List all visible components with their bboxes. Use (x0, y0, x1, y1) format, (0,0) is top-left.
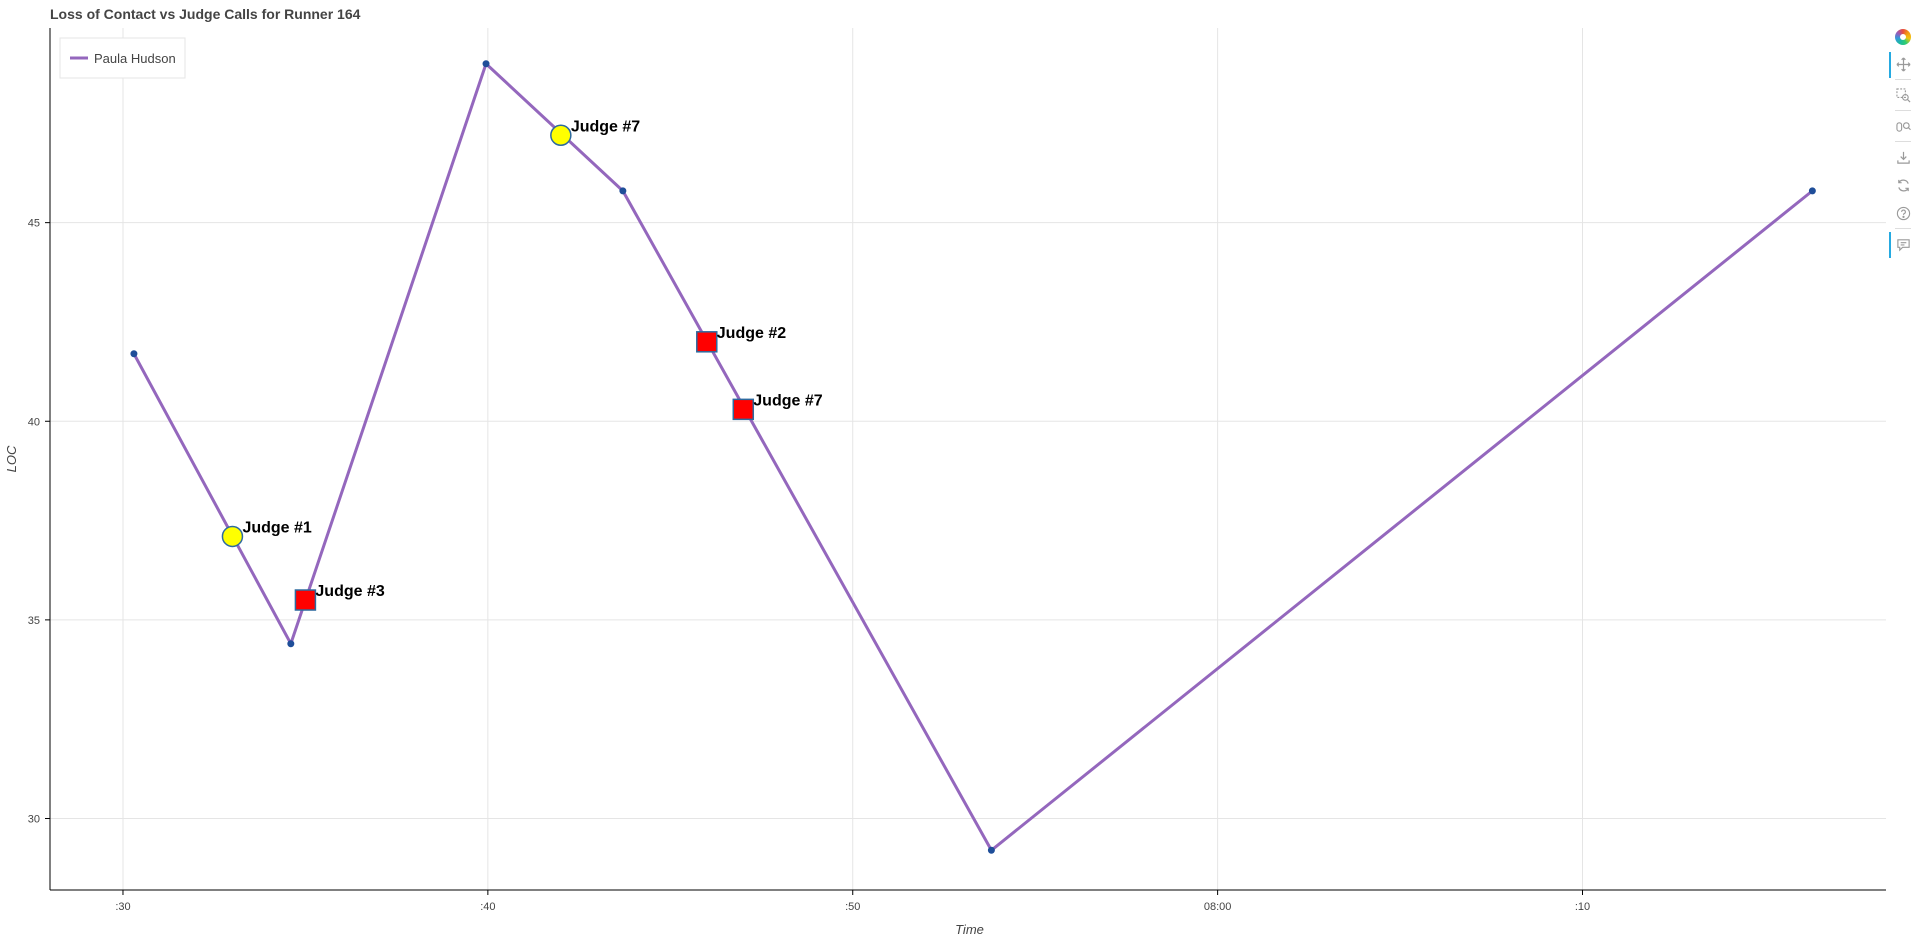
data-point[interactable] (987, 846, 995, 854)
y-tick-label: 35 (28, 615, 40, 627)
judge-call-square-marker[interactable] (294, 589, 317, 611)
x-tick-label: :50 (845, 901, 860, 913)
judge-call-label: Judge #2 (717, 325, 786, 342)
x-tick-label: :10 (1575, 901, 1590, 913)
y-tick-label: 45 (28, 218, 40, 230)
judge-call-circle-marker[interactable] (221, 525, 244, 548)
x-tick-label: 08:00 (1204, 901, 1232, 913)
data-point[interactable] (1808, 187, 1816, 195)
judge-call-label: Judge #1 (242, 519, 311, 536)
legend: Paula Hudson (59, 37, 186, 79)
annotation-layer: Judge #1 Judge #3 Judge #7 Judge #2 Judge #7 (221, 118, 823, 611)
toolbar (1886, 24, 1920, 258)
series-layer (130, 60, 1816, 854)
data-point[interactable] (130, 350, 138, 358)
judge-call-square-marker[interactable] (732, 398, 755, 421)
legend-item-label: Paula Hudson (94, 51, 176, 66)
x-axis-label: Time (955, 922, 984, 937)
legend-box (59, 37, 186, 79)
judge-call-label: Judge #3 (315, 583, 384, 600)
save-tool-icon[interactable] (1886, 143, 1920, 171)
bokeh-logo-icon[interactable] (1886, 24, 1920, 50)
y-tick-label: 30 (28, 813, 40, 825)
judge-call-circle-marker[interactable] (550, 124, 572, 147)
wheel-zoom-tool-icon[interactable] (1886, 112, 1920, 140)
judge-call-square-marker[interactable] (696, 331, 718, 353)
grid (50, 28, 1886, 890)
help-tool-icon[interactable] (1886, 199, 1920, 227)
axes: :30 :40 :50 08:00 :10 30 35 40 45 Time LOC (4, 28, 1886, 937)
pan-tool-icon[interactable] (1886, 50, 1920, 78)
chart-title: Loss of Contact vs Judge Calls for Runne… (50, 6, 361, 22)
data-point[interactable] (287, 640, 295, 648)
judge-call-label: Judge #7 (571, 118, 640, 135)
x-tick-label: :40 (480, 901, 495, 913)
reset-tool-icon[interactable] (1886, 171, 1920, 199)
hover-tool-icon[interactable] (1886, 230, 1920, 258)
y-tick-label: 40 (28, 416, 40, 428)
series-line (132, 62, 1814, 852)
judge-call-label: Judge #7 (753, 392, 822, 409)
data-point[interactable] (482, 60, 490, 68)
box-zoom-tool-icon[interactable] (1886, 81, 1920, 109)
y-axis-label: LOC (4, 445, 19, 472)
data-point[interactable] (619, 187, 627, 195)
x-tick-label: :30 (115, 901, 130, 913)
